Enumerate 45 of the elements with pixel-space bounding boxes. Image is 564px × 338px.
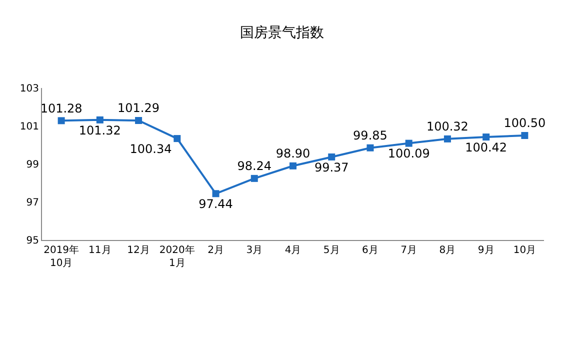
x-tick-label: 9月 [478,245,494,256]
point [174,135,181,142]
x-tick-label: 7月 [400,245,418,256]
data-label: 97.44 [198,197,233,212]
point [444,135,451,142]
x-tick-label: 2019年 10月 [44,244,80,269]
x-tick-label: 2020年 1月 [159,244,195,269]
point [290,162,296,170]
y-tick-label: 95 [26,236,39,246]
y-tick-label: 103 [20,84,39,94]
y-tick-label: 97 [26,198,39,208]
chart-title: 国房景气指数 [240,24,324,41]
data-label: 100.09 [388,146,430,161]
point [135,116,142,124]
point [366,144,374,152]
x-tick-label: 11月 [88,245,112,256]
point [521,132,528,139]
x-tick-label: 4月 [284,245,302,256]
point [328,153,336,160]
point [482,134,490,141]
data-label: 101.29 [118,101,160,116]
y-tick-label: 99 [26,160,39,170]
x-tick-label: 6月 [362,245,378,256]
x-tick-label: 2月 [208,245,224,256]
x-tick-label: 8月 [439,245,456,256]
data-label: 99.85 [353,128,388,142]
data-label: 98.24 [237,159,272,174]
point [250,174,258,182]
x-tick-label: 10月 [513,245,536,256]
x-tick-label: 5月 [323,245,340,256]
data-label: 100.32 [426,120,468,134]
point [405,140,412,147]
x-tick-label: 3月 [246,245,263,256]
point [212,190,220,198]
data-label: 101.28 [40,101,82,116]
x-tick-label: 12月 [127,245,150,256]
data-label: 98.90 [276,146,310,161]
y-tick-label: 101 [20,122,39,132]
point [96,116,104,124]
data-label: 100.34 [130,142,172,156]
data-label: 99.37 [314,160,349,174]
data-label: 101.32 [78,123,121,138]
data-label: 100.42 [465,140,508,154]
point [58,117,65,124]
data-label: 100.50 [504,116,546,130]
